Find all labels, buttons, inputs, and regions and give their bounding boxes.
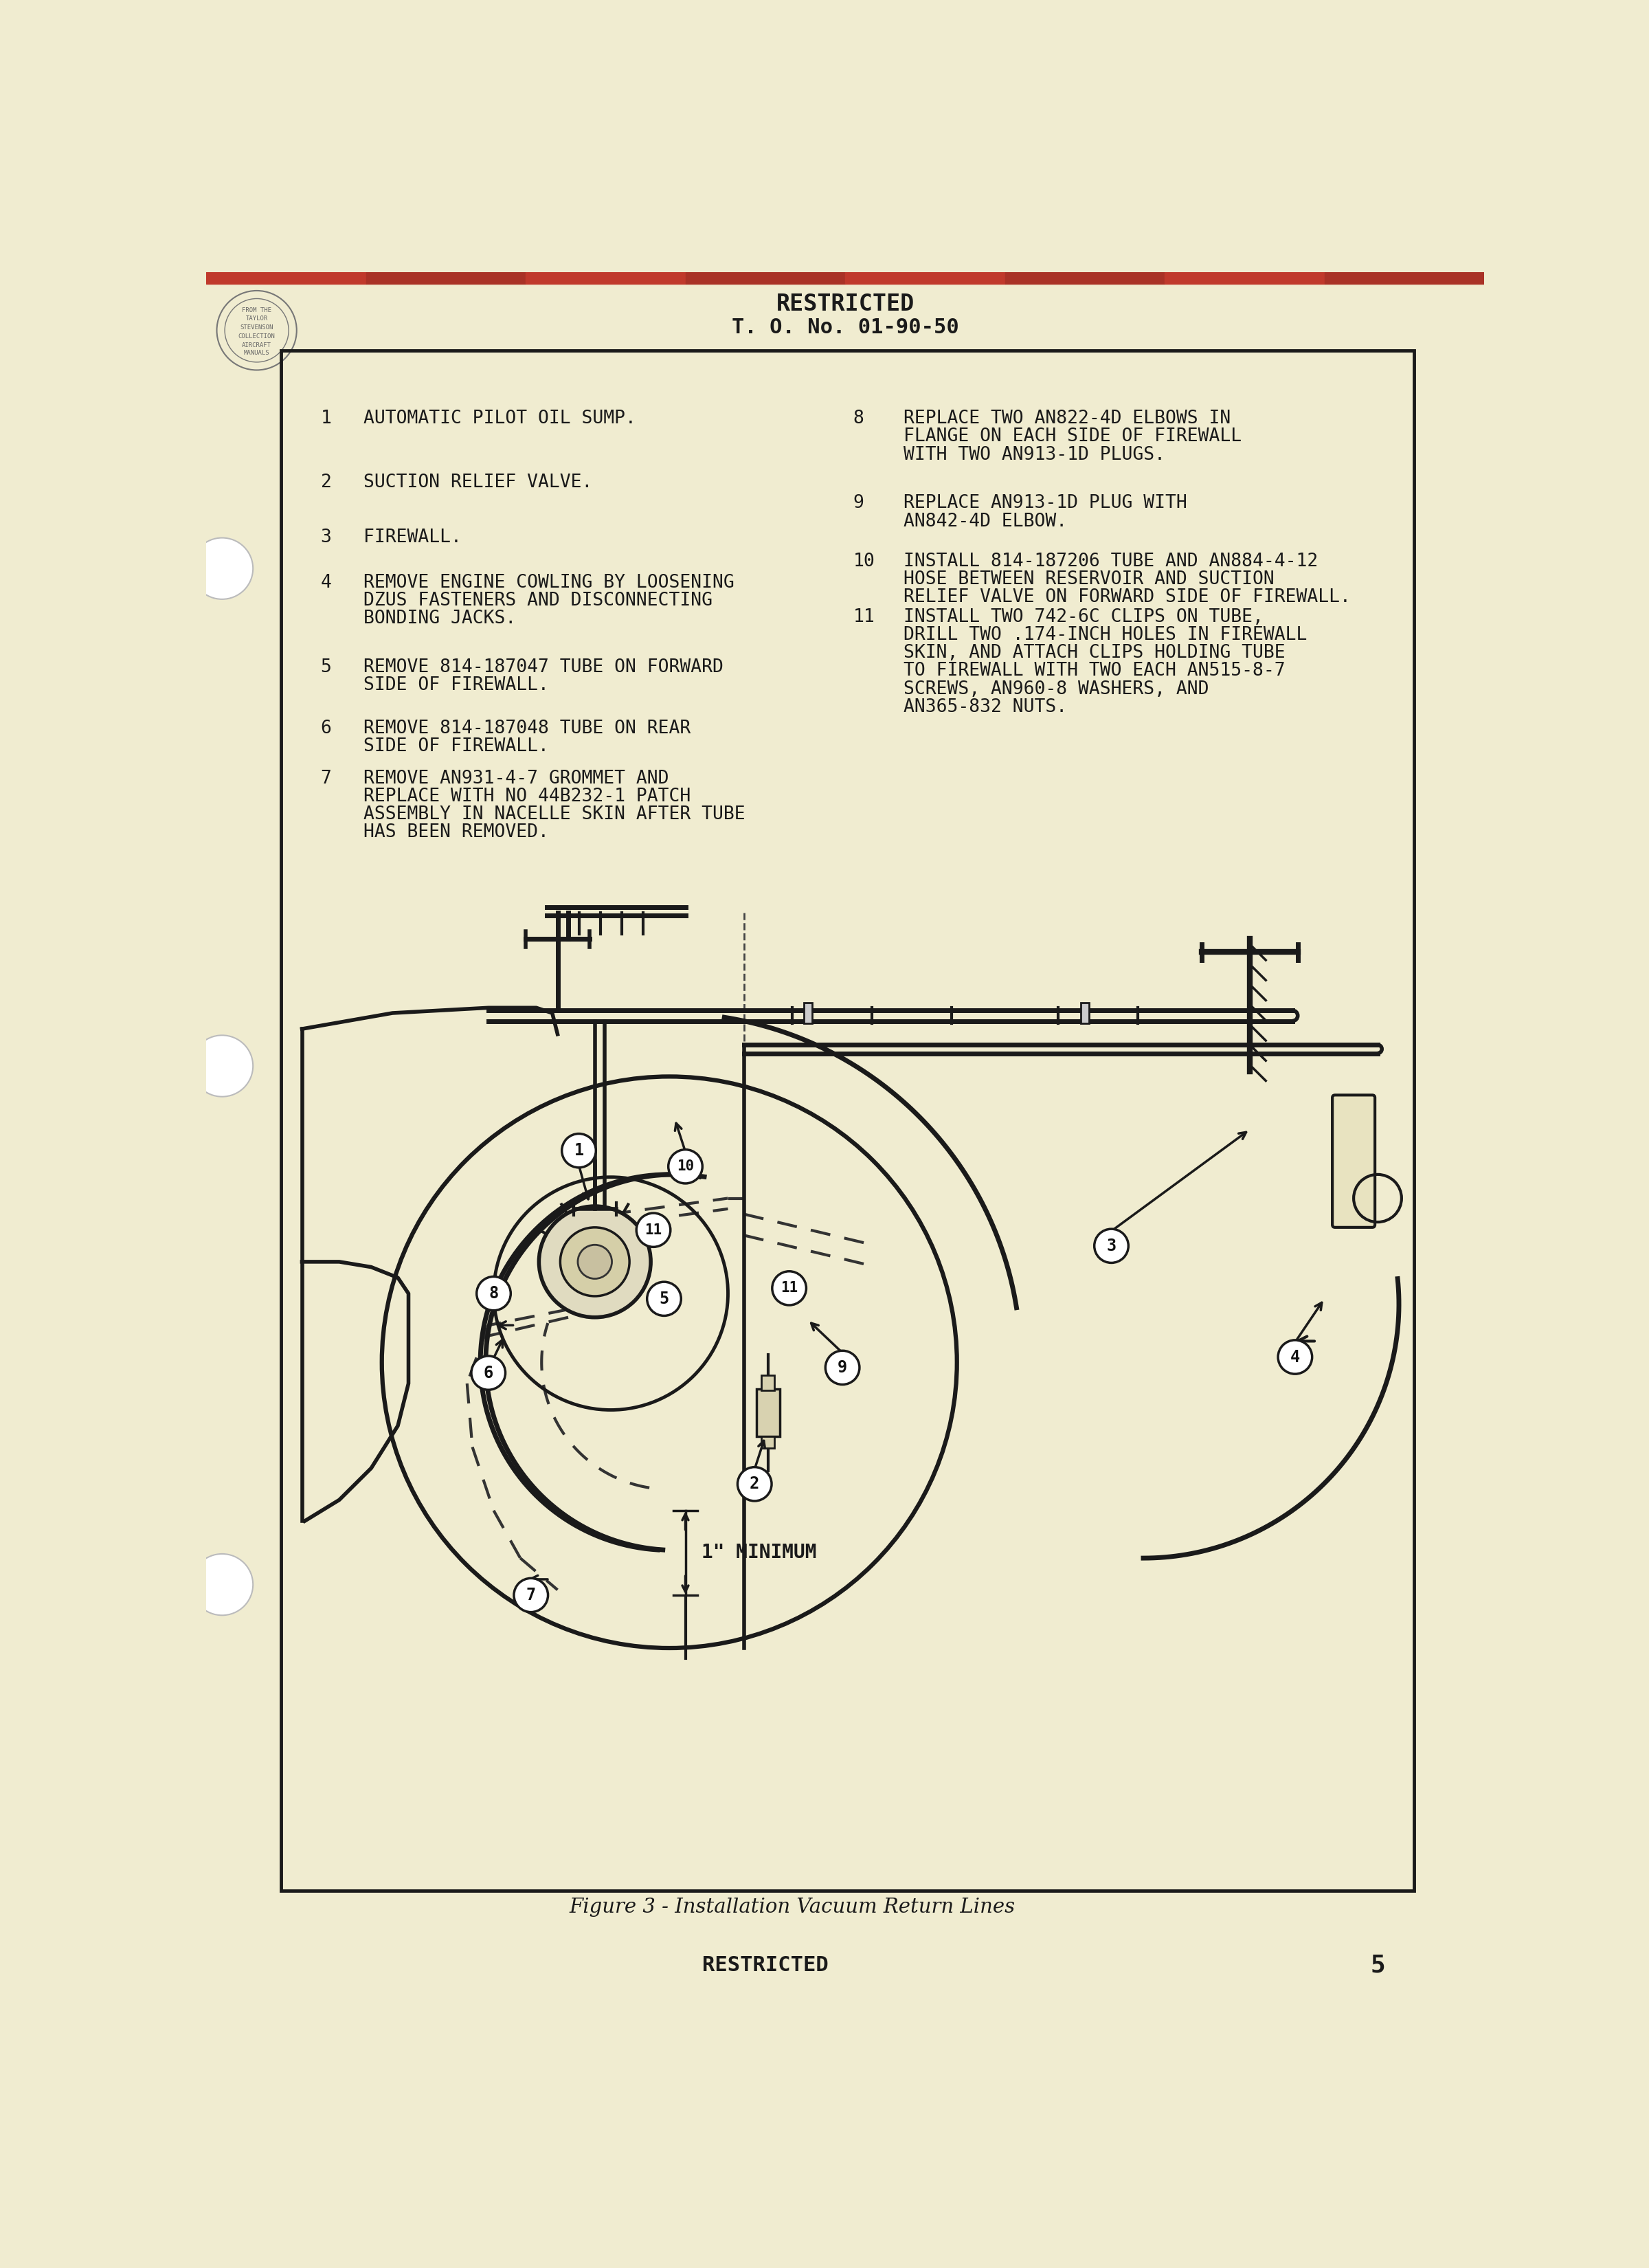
Text: REPLACE AN913-1D PLUG WITH: REPLACE AN913-1D PLUG WITH	[904, 494, 1187, 513]
Bar	[762, 1374, 775, 1390]
Text: FIREWALL.: FIREWALL.	[363, 528, 462, 547]
Text: REMOVE ENGINE COWLING BY LOOSENING: REMOVE ENGINE COWLING BY LOOSENING	[363, 574, 734, 592]
Bar	[1004, 272, 1164, 284]
Text: BONDING JACKS.: BONDING JACKS.	[363, 610, 516, 628]
Text: Figure 3 - Installation Vacuum Return Lines: Figure 3 - Installation Vacuum Return Li…	[569, 1898, 1014, 1916]
Text: AUTOMATIC PILOT OIL SUMP.: AUTOMATIC PILOT OIL SUMP.	[363, 411, 637, 429]
Text: SIDE OF FIREWALL.: SIDE OF FIREWALL.	[363, 676, 549, 694]
Text: 9: 9	[853, 494, 864, 513]
Text: HOSE BETWEEN RESERVOIR AND SUCTION: HOSE BETWEEN RESERVOIR AND SUCTION	[904, 572, 1275, 587]
Text: RESTRICTED: RESTRICTED	[702, 1955, 828, 1975]
Text: MANUALS: MANUALS	[244, 349, 270, 356]
Text: 11: 11	[645, 1222, 663, 1236]
Text: REPLACE WITH NO 44B232-1 PATCH: REPLACE WITH NO 44B232-1 PATCH	[363, 787, 691, 805]
Circle shape	[191, 1034, 252, 1098]
Text: SKIN, AND ATTACH CLIPS HOLDING TUBE: SKIN, AND ATTACH CLIPS HOLDING TUBE	[904, 644, 1286, 662]
Circle shape	[826, 1352, 859, 1383]
Text: FROM THE: FROM THE	[242, 306, 272, 313]
Text: WITH TWO AN913-1D PLUGS.: WITH TWO AN913-1D PLUGS.	[904, 447, 1166, 463]
Text: DZUS FASTENERS AND DISCONNECTING: DZUS FASTENERS AND DISCONNECTING	[363, 592, 712, 610]
Text: 10: 10	[853, 553, 876, 572]
Text: RESTRICTED: RESTRICTED	[777, 293, 914, 315]
Text: REMOVE AN931-4-7 GROMMET AND: REMOVE AN931-4-7 GROMMET AND	[363, 769, 668, 787]
Bar	[803, 1002, 811, 1023]
Bar	[686, 272, 846, 284]
Circle shape	[577, 1245, 612, 1279]
Bar	[1164, 272, 1324, 284]
Text: HAS BEEN REMOVED.: HAS BEEN REMOVED.	[363, 823, 549, 841]
Circle shape	[562, 1134, 595, 1168]
Text: REMOVE 814-187048 TUBE ON REAR: REMOVE 814-187048 TUBE ON REAR	[363, 719, 691, 737]
Text: 5: 5	[660, 1290, 669, 1306]
Circle shape	[561, 1227, 630, 1297]
Text: REMOVE 814-187047 TUBE ON FORWARD: REMOVE 814-187047 TUBE ON FORWARD	[363, 658, 724, 676]
Bar	[1324, 272, 1484, 284]
Bar	[206, 272, 366, 284]
Text: 11: 11	[853, 608, 876, 626]
Bar	[757, 1388, 780, 1436]
Text: 3: 3	[320, 528, 331, 547]
Text: TO FIREWALL WITH TWO EACH AN515-8-7: TO FIREWALL WITH TWO EACH AN515-8-7	[904, 662, 1286, 680]
Text: 5: 5	[320, 658, 331, 676]
Circle shape	[472, 1356, 505, 1390]
Bar	[1080, 1002, 1088, 1023]
Text: SCREWS, AN960-8 WASHERS, AND: SCREWS, AN960-8 WASHERS, AND	[904, 680, 1209, 699]
Text: 7: 7	[320, 769, 331, 787]
FancyBboxPatch shape	[1332, 1095, 1375, 1227]
Text: 11: 11	[780, 1281, 798, 1295]
Text: 8: 8	[853, 411, 864, 429]
Circle shape	[737, 1467, 772, 1501]
Bar	[846, 272, 1004, 284]
Text: INSTALL TWO 742-6C CLIPS ON TUBE,: INSTALL TWO 742-6C CLIPS ON TUBE,	[904, 608, 1263, 626]
Text: 10: 10	[676, 1159, 694, 1173]
Text: 3: 3	[1106, 1238, 1116, 1254]
Circle shape	[668, 1150, 702, 1184]
Circle shape	[514, 1579, 547, 1613]
Bar	[526, 272, 686, 284]
Text: COLLECTION: COLLECTION	[237, 333, 275, 340]
Text: 4: 4	[320, 574, 331, 592]
Text: STEVENSON: STEVENSON	[241, 324, 274, 331]
Text: FLANGE ON EACH SIDE OF FIREWALL: FLANGE ON EACH SIDE OF FIREWALL	[904, 429, 1242, 445]
Text: 2: 2	[320, 474, 331, 492]
Text: 7: 7	[526, 1588, 536, 1603]
Text: 8: 8	[488, 1286, 498, 1302]
Text: 1: 1	[574, 1143, 584, 1159]
Text: 4: 4	[1290, 1349, 1299, 1365]
Circle shape	[637, 1213, 671, 1247]
Bar	[762, 1436, 775, 1447]
Circle shape	[477, 1277, 511, 1311]
Circle shape	[191, 538, 252, 599]
Text: T. O. No. 01-90-50: T. O. No. 01-90-50	[732, 318, 958, 338]
Text: SIDE OF FIREWALL.: SIDE OF FIREWALL.	[363, 737, 549, 755]
Text: 1: 1	[320, 411, 331, 429]
Text: TAYLOR: TAYLOR	[246, 315, 267, 322]
Text: RELIEF VALVE ON FORWARD SIDE OF FIREWALL.: RELIEF VALVE ON FORWARD SIDE OF FIREWALL…	[904, 590, 1351, 606]
Text: REPLACE TWO AN822-4D ELBOWS IN: REPLACE TWO AN822-4D ELBOWS IN	[904, 411, 1230, 429]
Text: INSTALL 814-187206 TUBE AND AN884-4-12: INSTALL 814-187206 TUBE AND AN884-4-12	[904, 553, 1318, 572]
Text: 6: 6	[320, 719, 331, 737]
Circle shape	[191, 1554, 252, 1615]
Bar	[280, 352, 1413, 1892]
Text: AN365-832 NUTS.: AN365-832 NUTS.	[904, 699, 1067, 717]
Text: 5: 5	[1370, 1955, 1385, 1978]
Circle shape	[772, 1272, 806, 1304]
Text: 2: 2	[750, 1476, 760, 1492]
Text: AIRCRAFT: AIRCRAFT	[242, 342, 272, 349]
Circle shape	[539, 1207, 651, 1318]
Circle shape	[1278, 1340, 1313, 1374]
Circle shape	[1095, 1229, 1128, 1263]
Bar	[366, 272, 526, 284]
Text: DRILL TWO .174-INCH HOLES IN FIREWALL: DRILL TWO .174-INCH HOLES IN FIREWALL	[904, 626, 1308, 644]
Text: 1" MINIMUM: 1" MINIMUM	[701, 1542, 816, 1563]
Text: ASSEMBLY IN NACELLE SKIN AFTER TUBE: ASSEMBLY IN NACELLE SKIN AFTER TUBE	[363, 805, 745, 823]
Circle shape	[646, 1281, 681, 1315]
Text: 6: 6	[483, 1365, 493, 1381]
Text: 9: 9	[838, 1359, 848, 1377]
Text: AN842-4D ELBOW.: AN842-4D ELBOW.	[904, 513, 1067, 531]
Text: SUCTION RELIEF VALVE.: SUCTION RELIEF VALVE.	[363, 474, 592, 492]
